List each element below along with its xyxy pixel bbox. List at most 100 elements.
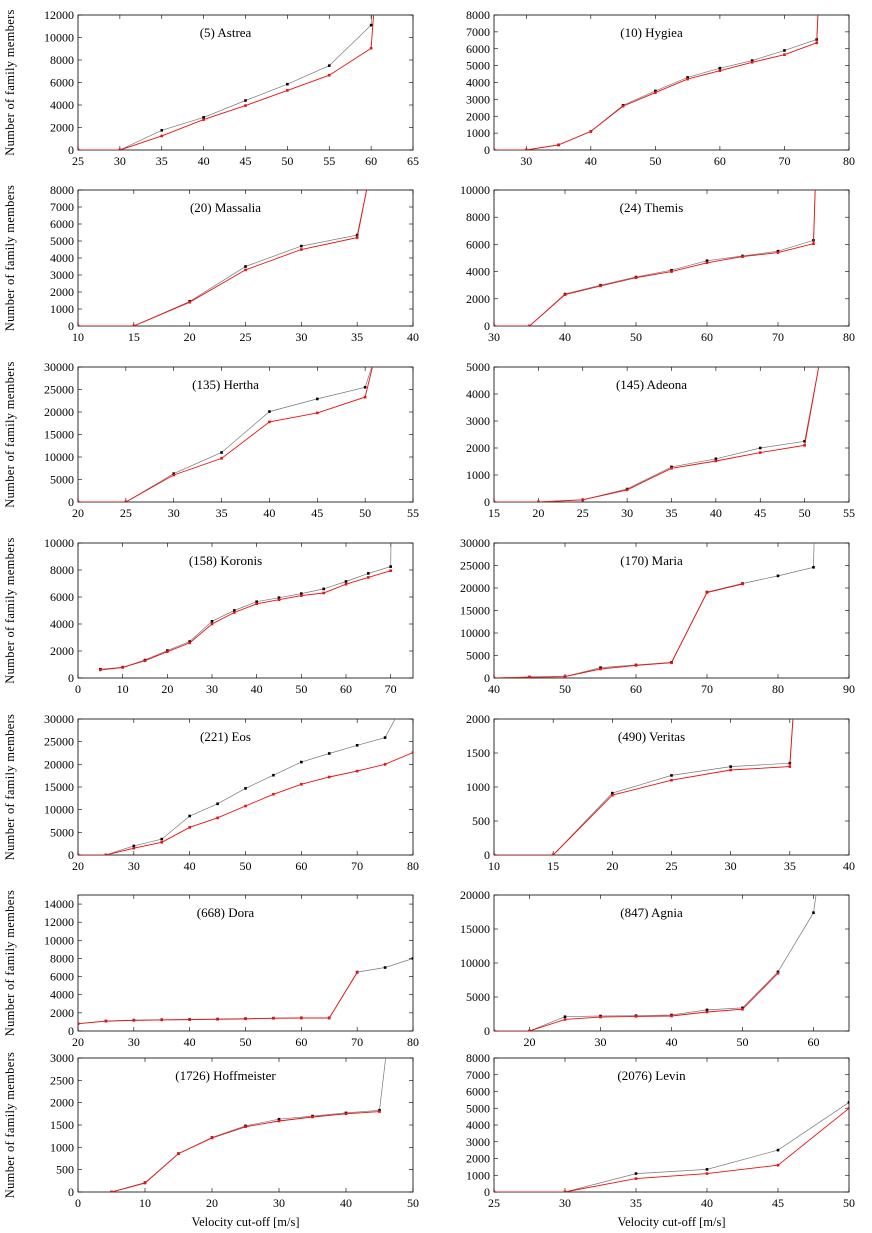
y-tick-label: 2000 bbox=[50, 644, 74, 658]
red-series-line bbox=[494, 972, 779, 1031]
red-series-line bbox=[494, 583, 743, 678]
black-data-point bbox=[378, 1108, 381, 1112]
x-tick-label: 15 bbox=[547, 859, 559, 873]
black-data-point bbox=[172, 472, 176, 475]
y-tick-label: 10000 bbox=[460, 956, 490, 970]
red-data-point bbox=[255, 602, 258, 606]
x-tick-label: 15 bbox=[488, 506, 500, 520]
black-data-point bbox=[670, 268, 673, 272]
y-tick-label: 0 bbox=[484, 319, 490, 333]
black-data-point bbox=[714, 457, 718, 461]
x-tick-label: 40 bbox=[488, 682, 500, 696]
x-tick-label: 50 bbox=[649, 154, 661, 168]
y-tick-label: 25000 bbox=[460, 559, 490, 573]
red-data-point bbox=[272, 1017, 275, 1020]
y-tick-label: 20000 bbox=[44, 757, 74, 771]
y-tick-label: 1000 bbox=[466, 780, 490, 794]
y-tick-label: 2500 bbox=[50, 1073, 74, 1087]
red-data-point bbox=[104, 853, 108, 855]
red-data-point bbox=[172, 473, 176, 477]
black-data-point bbox=[776, 249, 780, 253]
y-tick-label: 5000 bbox=[50, 825, 74, 839]
black-data-point bbox=[758, 446, 762, 450]
y-tick-label: 4000 bbox=[50, 98, 74, 112]
red-series-line bbox=[494, 190, 816, 326]
red-data-point bbox=[311, 1115, 314, 1119]
red-data-point bbox=[670, 661, 673, 664]
x-tick-label: 50 bbox=[559, 682, 571, 696]
panel-title: (135) Hertha bbox=[192, 377, 259, 392]
y-tick-label: 14000 bbox=[44, 897, 74, 911]
x-tick-label: 10 bbox=[117, 682, 129, 696]
x-tick-label: 40 bbox=[559, 330, 571, 344]
black-data-point bbox=[216, 802, 219, 806]
x-tick-label: 60 bbox=[295, 1035, 307, 1049]
red-data-point bbox=[272, 792, 275, 796]
panel-title: (10) Hygiea bbox=[620, 25, 683, 40]
y-tick-label: 8000 bbox=[50, 951, 74, 965]
red-data-point bbox=[110, 1190, 113, 1192]
red-data-point bbox=[244, 1017, 247, 1021]
x-tick-label: 40 bbox=[710, 506, 722, 520]
red-data-point bbox=[741, 255, 744, 258]
red-data-point bbox=[160, 841, 164, 844]
x-tick-label: 20 bbox=[606, 859, 618, 873]
y-tick-label: 15000 bbox=[44, 428, 74, 442]
plot-area bbox=[494, 719, 794, 855]
y-tick-label: 30000 bbox=[44, 360, 74, 374]
black-data-point bbox=[383, 966, 387, 969]
panel-668-dora: 20 30 40 50 60 70 80 0 2000 4000 6000 8000 10000 1200… bbox=[3, 890, 419, 1049]
x-tick-label: 40 bbox=[263, 506, 275, 520]
x-tick-label: 70 bbox=[351, 1035, 363, 1049]
x-tick-label: 35 bbox=[784, 859, 796, 873]
x-tick-label: 30 bbox=[114, 154, 126, 168]
y-tick-label: 10000 bbox=[44, 536, 74, 550]
plot-frame bbox=[493, 189, 850, 327]
red-data-point bbox=[654, 91, 657, 94]
x-tick-label: 30 bbox=[725, 859, 737, 873]
x-tick-label: 25 bbox=[666, 859, 678, 873]
x-tick-label: 50 bbox=[240, 859, 252, 873]
x-tick-label: 45 bbox=[311, 506, 323, 520]
red-data-point bbox=[494, 1190, 496, 1192]
y-tick-label: 6000 bbox=[466, 1085, 490, 1099]
y-axis-label: Number of family members bbox=[3, 185, 17, 331]
black-data-point bbox=[188, 640, 191, 643]
x-tick-label: 35 bbox=[216, 506, 228, 520]
black-data-point bbox=[686, 76, 689, 79]
y-tick-label: 20000 bbox=[460, 581, 490, 595]
x-tick-label: 55 bbox=[407, 506, 419, 520]
black-data-point bbox=[718, 66, 722, 70]
y-tick-label: 15000 bbox=[460, 604, 490, 618]
y-tick-label: 0 bbox=[68, 319, 74, 333]
y-tick-label: 8000 bbox=[50, 183, 74, 197]
y-tick-label: 2000 bbox=[50, 1006, 74, 1020]
red-data-point bbox=[78, 148, 80, 150]
y-tick-label: 12000 bbox=[44, 8, 74, 22]
y-tick-label: 1500 bbox=[50, 1118, 74, 1132]
black-data-point bbox=[812, 566, 815, 569]
red-series-line bbox=[494, 15, 819, 150]
y-tick-label: 7000 bbox=[466, 25, 490, 39]
x-tick-label: 80 bbox=[407, 1035, 419, 1049]
red-data-point bbox=[776, 1163, 780, 1167]
black-data-point bbox=[369, 23, 373, 27]
red-data-point bbox=[378, 1110, 381, 1113]
x-tick-label: 20 bbox=[72, 859, 84, 873]
black-series-line bbox=[78, 958, 413, 1025]
x-tick-label: 60 bbox=[701, 330, 713, 344]
panel-title: (2076) Levin bbox=[617, 1068, 686, 1083]
black-data-point bbox=[705, 1168, 709, 1171]
red-data-point bbox=[634, 1015, 638, 1018]
black-data-point bbox=[244, 99, 247, 102]
black-data-point bbox=[705, 1008, 709, 1012]
y-tick-label: 1000 bbox=[466, 126, 490, 140]
black-data-point bbox=[367, 572, 370, 575]
red-data-point bbox=[118, 148, 122, 150]
red-series-line bbox=[78, 972, 358, 1025]
red-data-point bbox=[355, 769, 359, 773]
black-data-point bbox=[847, 1101, 849, 1104]
black-data-point bbox=[300, 592, 303, 595]
x-tick-label: 0 bbox=[75, 682, 81, 696]
black-data-point bbox=[750, 59, 754, 62]
